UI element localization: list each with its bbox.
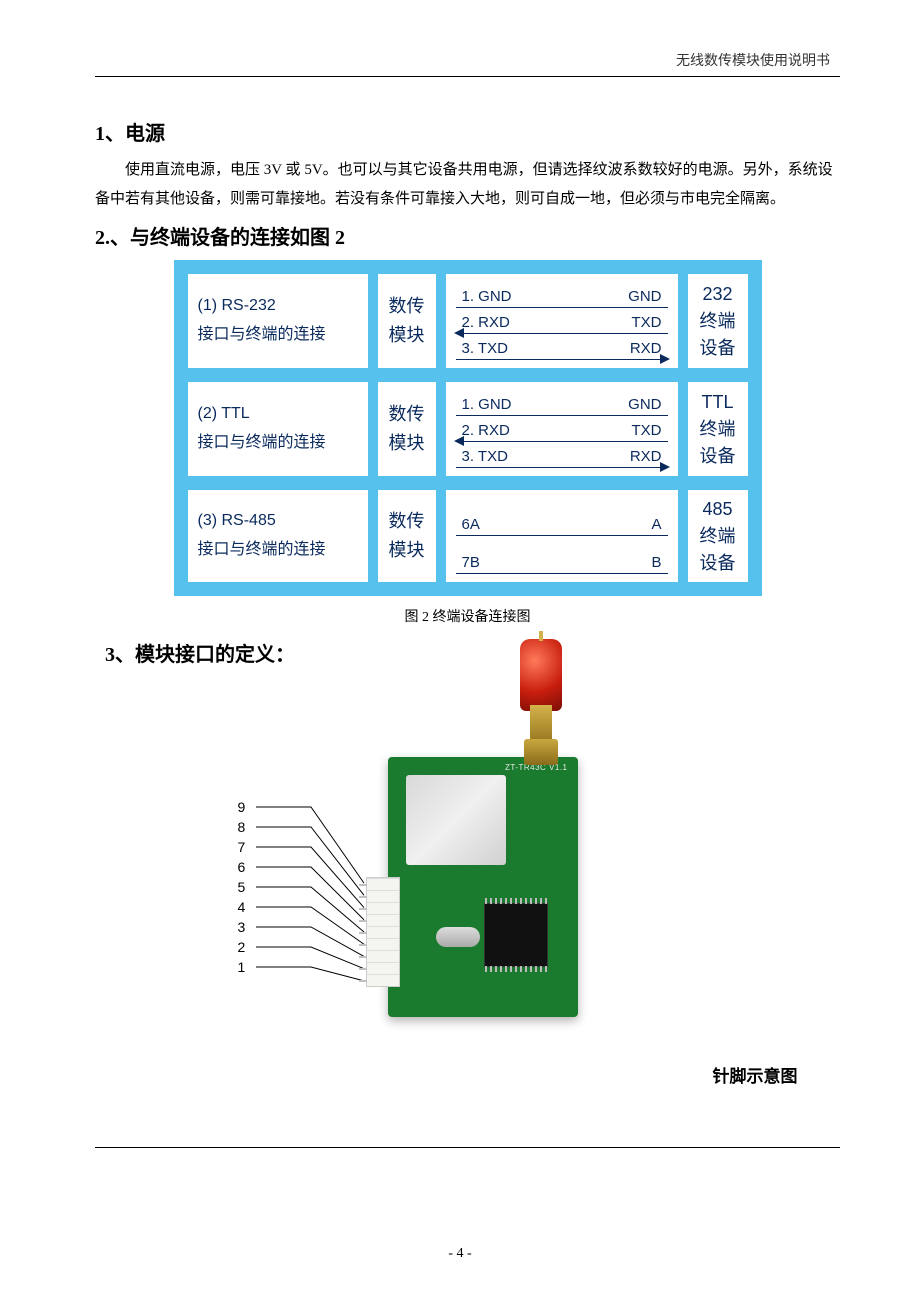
doc-header: 无线数传模块使用说明书 <box>95 50 840 70</box>
pin-figure-caption: 针脚示意图 <box>713 1062 798 1087</box>
section-3-heading: 3、模块接口的定义： <box>105 638 840 667</box>
page-number: - 4 - <box>0 1246 920 1262</box>
rf-shield-icon <box>406 775 506 865</box>
mcu-chip-icon <box>484 903 548 967</box>
wire-line: 7BB <box>456 536 668 574</box>
wire-line: 3. TXDRXD <box>456 442 668 468</box>
section-2-heading: 2.、与终端设备的连接如图 2 <box>95 221 840 250</box>
wire-line: 1. GNDGND <box>456 282 668 308</box>
wire-line: 2. RXDTXD <box>456 308 668 334</box>
connection-row: (2) TTL接口与终端的连接数传模块1. GNDGND2. RXDTXD3. … <box>188 382 748 476</box>
pin-number: 8 <box>238 817 246 837</box>
connection-label: (1) RS-232接口与终端的连接 <box>188 274 368 368</box>
footer-rule <box>95 1147 840 1148</box>
wire-line: 1. GNDGND <box>456 390 668 416</box>
sma-connector-icon <box>530 705 552 741</box>
pin-number: 7 <box>238 837 246 857</box>
pin-number: 6 <box>238 857 246 877</box>
section-1-body: 使用直流电源，电压 3V 或 5V。也可以与其它设备共用电源，但请选择纹波系数较… <box>95 156 840 213</box>
module-box: 数传模块 <box>378 490 436 582</box>
device-box: 232终端设备 <box>688 274 748 368</box>
connection-row: (3) RS-485接口与终端的连接数传模块6AA7BB485终端设备 <box>188 490 748 582</box>
header-rule <box>95 76 840 77</box>
device-box: TTL终端设备 <box>688 382 748 476</box>
figure-2-caption: 图 2 终端设备连接图 <box>95 606 840 626</box>
pin-number: 5 <box>238 877 246 897</box>
section-1-heading: 1、电源 <box>95 117 840 146</box>
wire-group: 1. GNDGND2. RXDTXD3. TXDRXD <box>446 382 678 476</box>
crystal-icon <box>436 927 480 947</box>
pin-number: 1 <box>238 957 246 977</box>
module-box: 数传模块 <box>378 382 436 476</box>
connection-diagram: (1) RS-232接口与终端的连接数传模块1. GNDGND2. RXDTXD… <box>174 260 762 596</box>
pcb-figure: 987654321 ZT-TR43C V1.1 针脚示意图 <box>238 677 698 1107</box>
pin-number-labels: 987654321 <box>238 797 246 977</box>
sma-base-icon <box>524 739 558 765</box>
pin-number: 3 <box>238 917 246 937</box>
pin-number: 4 <box>238 897 246 917</box>
connection-row: (1) RS-232接口与终端的连接数传模块1. GNDGND2. RXDTXD… <box>188 274 748 368</box>
antenna-icon <box>520 639 562 711</box>
pin-number: 2 <box>238 937 246 957</box>
connection-label: (3) RS-485接口与终端的连接 <box>188 490 368 582</box>
wire-line: 2. RXDTXD <box>456 416 668 442</box>
pin-header-icon <box>366 877 400 987</box>
pin-number: 9 <box>238 797 246 817</box>
device-box: 485终端设备 <box>688 490 748 582</box>
wire-group: 6AA7BB <box>446 490 678 582</box>
wire-group: 1. GNDGND2. RXDTXD3. TXDRXD <box>446 274 678 368</box>
pcb-board: ZT-TR43C V1.1 <box>388 757 578 1017</box>
connection-label: (2) TTL接口与终端的连接 <box>188 382 368 476</box>
wire-line: 3. TXDRXD <box>456 334 668 360</box>
wire-line: 6AA <box>456 498 668 536</box>
module-box: 数传模块 <box>378 274 436 368</box>
